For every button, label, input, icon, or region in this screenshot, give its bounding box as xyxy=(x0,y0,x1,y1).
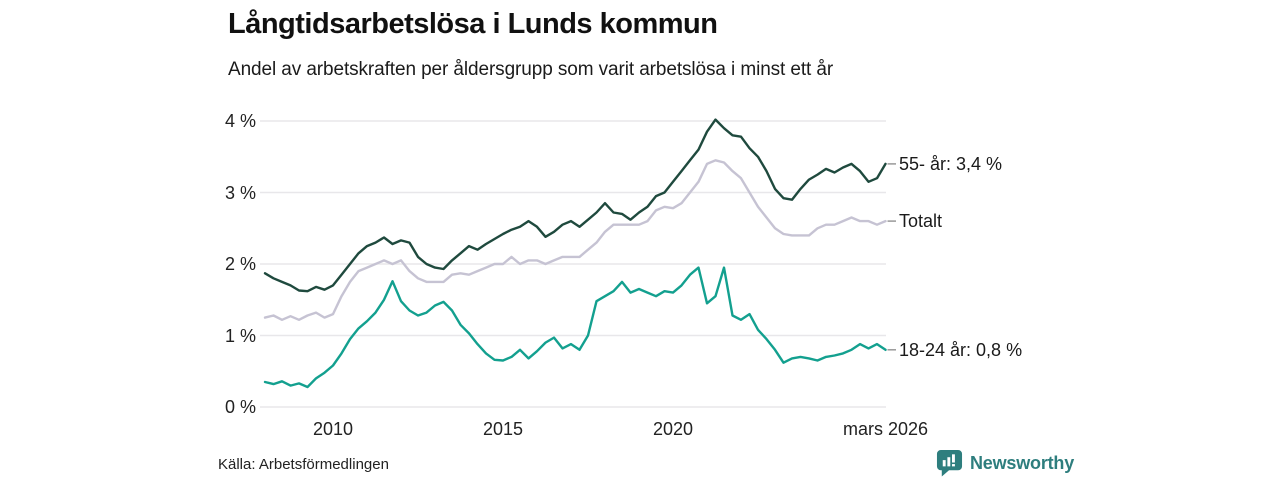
y-tick-label: 3 % xyxy=(224,182,256,203)
y-tick-label: 0 % xyxy=(224,397,256,417)
chart-subtitle: Andel av arbetskraften per åldersgrupp s… xyxy=(228,59,834,80)
source-note: Källa: Arbetsförmedlingen xyxy=(218,456,389,473)
x-tick-label: 2020 xyxy=(652,419,694,439)
series-line-18-24-r xyxy=(263,266,887,389)
brand-name: Newsworthy xyxy=(970,452,1075,473)
x-tick-label: 2015 xyxy=(482,419,524,439)
series-label-55-r: 55- år: 3,4 % xyxy=(899,153,1003,174)
series-label-18-24-r: 18-24 år: 0,8 % xyxy=(899,339,1023,360)
series-line-55-r xyxy=(263,118,887,293)
x-tick-label: 2010 xyxy=(312,419,354,439)
y-tick-label: 4 % xyxy=(224,111,256,131)
series-line-Totalt xyxy=(263,159,887,321)
y-tick-label: 2 % xyxy=(224,254,256,274)
series-label-Totalt: Totalt xyxy=(899,211,943,232)
x-tick-label: mars 2026 xyxy=(842,419,929,439)
chart-title: Långtidsarbetslösa i Lunds kommun xyxy=(228,8,718,40)
newsworthy-brand: Newsworthy xyxy=(936,449,1074,477)
newsworthy-logo-icon xyxy=(936,449,963,477)
y-tick-label: 1 % xyxy=(224,325,256,346)
